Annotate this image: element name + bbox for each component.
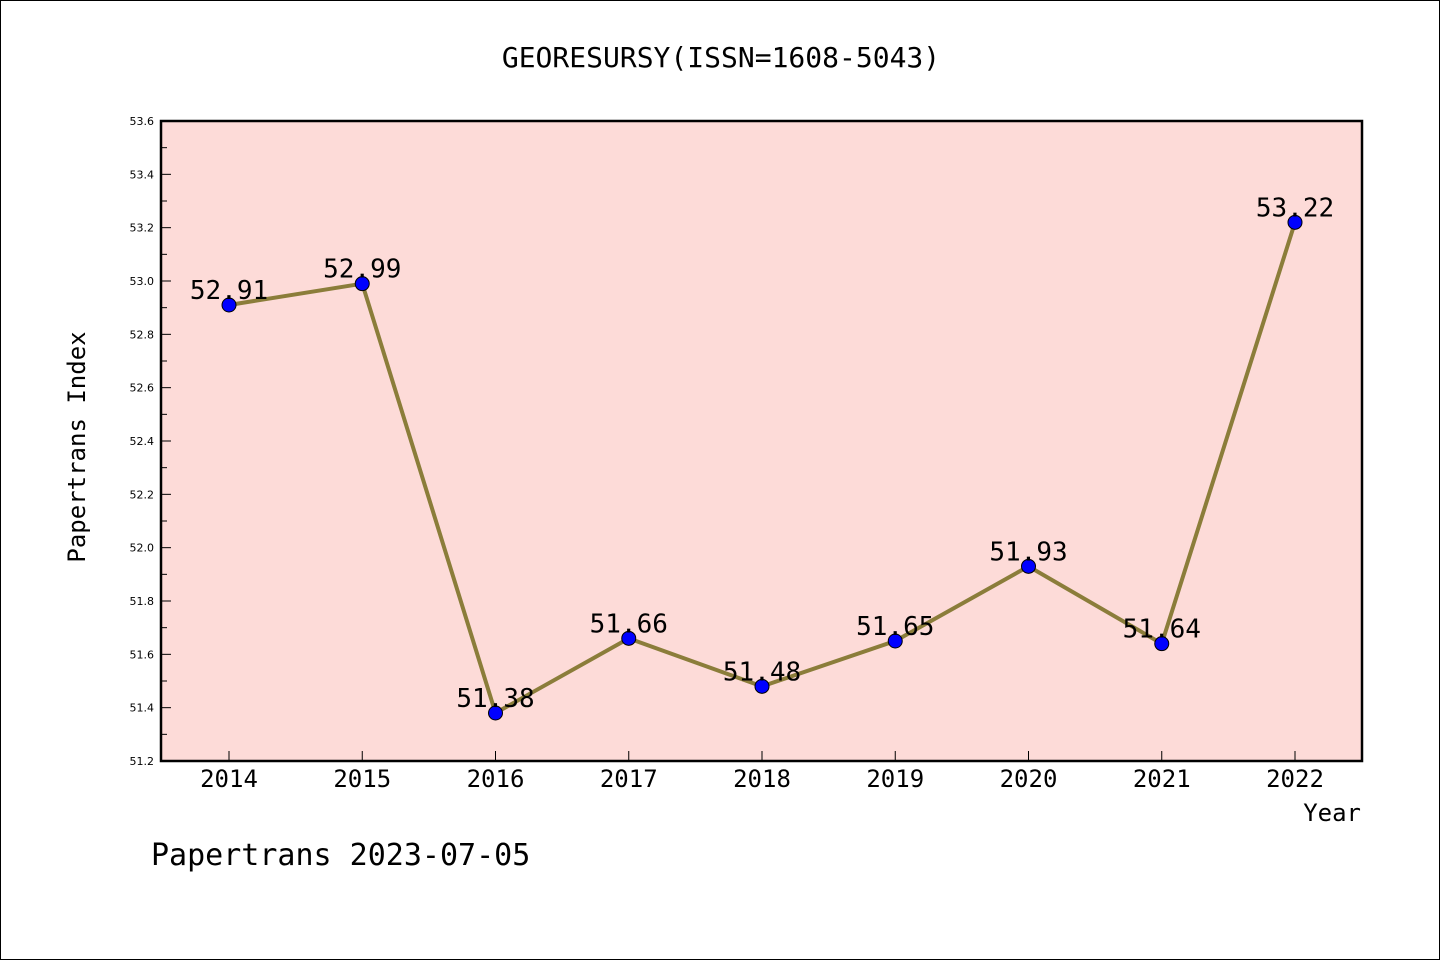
data-label: 53.22 [1256,193,1334,223]
x-tick-label: 2018 [733,765,791,793]
y-tick-label: 51.4 [130,702,155,715]
data-point [1021,558,1036,574]
y-tick-label: 53.6 [130,115,155,128]
y-tick-label: 52.8 [130,328,155,341]
series-layer: 52.91 52.99 51.38 51.66 51.48 51.65 51.93 51.64… [190,193,1334,721]
data-point [488,705,503,721]
x-tick-label: 2017 [600,765,658,793]
x-tick-label: 2021 [1133,765,1191,793]
plot-area [161,121,1362,761]
y-tick-label: 51.6 [130,648,155,661]
y-tick-label: 51.2 [130,755,155,768]
x-tick-label: 2020 [1000,765,1058,793]
data-point [1154,636,1170,652]
data-label: 51.38 [456,684,534,714]
x-tick-label: 2019 [866,765,924,793]
data-label: 52.91 [190,276,268,306]
y-tick-label: 53.4 [130,168,155,181]
data-point [1287,214,1303,230]
data-point [621,630,637,646]
x-tick-label: 2016 [467,765,525,793]
y-tick-label: 51.8 [130,595,155,608]
x-axis-label: Year [1303,799,1361,827]
data-label: 51.65 [856,612,934,642]
y-tick-label: 53.2 [130,222,155,235]
x-tick-label: 2022 [1266,765,1324,793]
data-point [887,633,903,649]
chart-title: GEORESURSY(ISSN=1608-5043) [502,41,940,74]
data-label: 51.48 [723,657,801,687]
data-label: 51.66 [590,609,668,639]
y-tick-label: 52.6 [130,382,155,395]
data-point [221,297,237,313]
plot-border [159,119,1364,763]
data-label: 51.64 [1123,615,1201,645]
y-tick-label: 53.0 [130,275,155,288]
footer-text: Papertrans 2023-07-05 [151,838,530,873]
y-tick-label: 52.2 [130,488,155,501]
y-tick-label: 52.0 [130,542,155,555]
x-tick-label: 2015 [333,765,391,793]
data-label: 51.93 [989,537,1067,567]
y-axis-label: Papertrans Index [63,331,91,562]
data-point [754,678,770,694]
x-axis-ticks: 2014 2015 2016 2017 2018 2019 2020 2021 2022 [200,751,1324,793]
data-label: 52.99 [323,255,401,285]
x-tick-label: 2014 [200,765,258,793]
y-axis-ticks: 51.2 51.4 51.6 51.8 52.0 52.2 52.4 52.6 52.8 53.0… [130,115,171,768]
y-tick-label: 52.4 [130,435,155,448]
data-point [354,276,370,292]
